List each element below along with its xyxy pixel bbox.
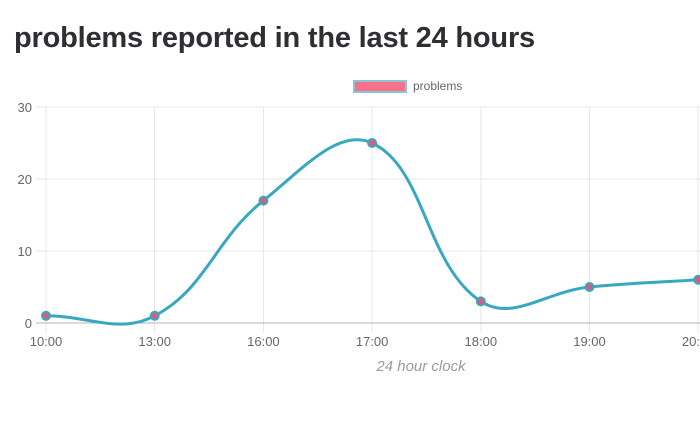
y-tick-label: 30	[18, 100, 32, 115]
y-tick-label: 10	[18, 244, 32, 259]
data-point[interactable]	[693, 274, 700, 285]
y-tick-label: 0	[25, 316, 32, 331]
legend-label-problems: problems	[413, 79, 463, 93]
data-point[interactable]	[258, 195, 269, 206]
x-tick-label: 17:00	[356, 334, 389, 349]
data-point[interactable]	[41, 310, 51, 321]
x-tick-label: 19:00	[573, 334, 606, 349]
chart-legend-item-problems[interactable]: problems	[353, 79, 462, 93]
x-tick-label: 16:00	[247, 334, 280, 349]
x-axis-title: 24 hour clock	[375, 358, 467, 375]
x-tick-label: 20:00	[682, 334, 700, 349]
x-tick-label: 10:00	[30, 334, 63, 349]
problems-line-series	[44, 138, 700, 326]
data-point[interactable]	[149, 310, 160, 321]
chart-title: problems reported in the last 24 hours	[14, 22, 535, 54]
y-tick-label: 20	[18, 172, 32, 187]
data-point[interactable]	[475, 296, 486, 307]
legend-swatch-problems	[353, 79, 407, 93]
x-tick-label: 13:00	[138, 334, 171, 349]
data-point[interactable]	[584, 282, 595, 292]
x-tick-label: 18:00	[465, 334, 498, 349]
data-point[interactable]	[367, 138, 378, 148]
